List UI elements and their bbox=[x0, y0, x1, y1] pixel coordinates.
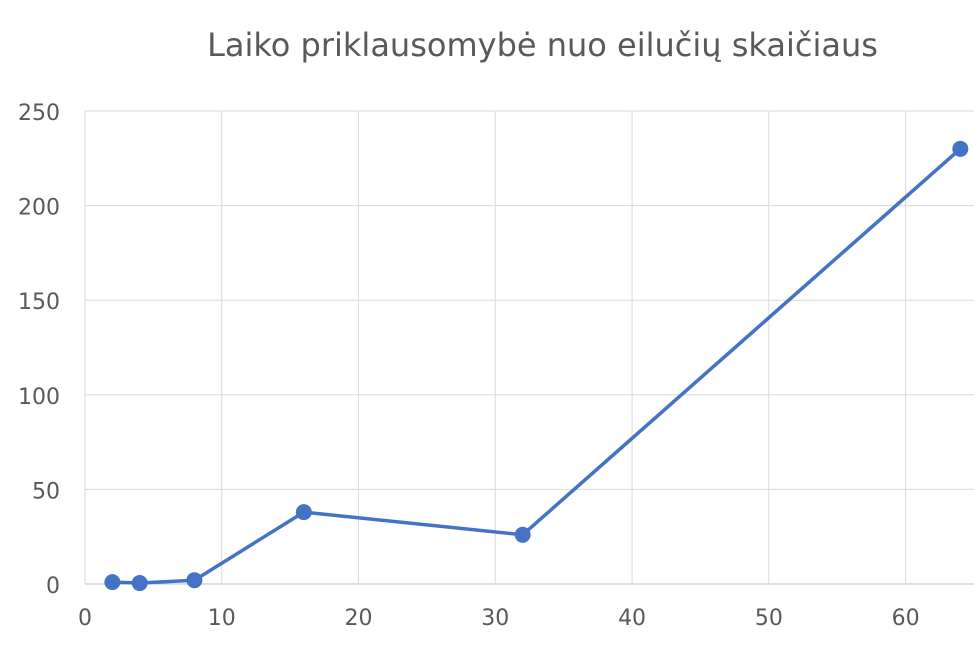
data-point bbox=[104, 574, 121, 591]
y-tick-label: 150 bbox=[18, 290, 60, 315]
x-tick-label: 50 bbox=[755, 606, 783, 631]
data-point bbox=[295, 504, 312, 521]
y-tick-label: 0 bbox=[46, 574, 60, 599]
y-tick-label: 200 bbox=[18, 196, 60, 221]
data-point bbox=[131, 575, 148, 592]
y-tick-label: 50 bbox=[32, 479, 60, 504]
x-tick-label: 0 bbox=[78, 606, 92, 631]
data-point bbox=[952, 140, 969, 157]
x-tick-label: 20 bbox=[345, 606, 373, 631]
y-tick-label: 100 bbox=[18, 385, 60, 410]
data-point bbox=[514, 526, 531, 543]
chart-title: Laiko priklausomybė nuo eilučių skaičiau… bbox=[207, 26, 878, 64]
x-tick-label: 30 bbox=[481, 606, 509, 631]
series-line bbox=[112, 147, 962, 585]
x-tick-label: 10 bbox=[208, 606, 236, 631]
x-tick-label: 60 bbox=[892, 606, 920, 631]
x-tick-label: 40 bbox=[618, 606, 646, 631]
y-tick-label: 250 bbox=[18, 101, 60, 126]
data-point bbox=[186, 572, 203, 589]
